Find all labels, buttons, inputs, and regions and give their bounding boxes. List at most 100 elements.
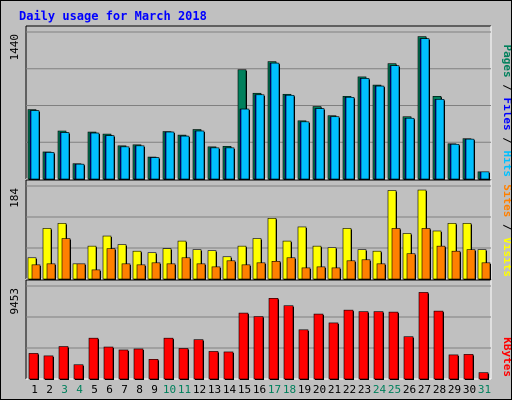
bar-kbytes xyxy=(403,336,414,380)
x-tick-label: 29 xyxy=(448,383,461,396)
legend-kbytes: KBytes xyxy=(501,337,511,377)
legend-files: Files xyxy=(501,98,511,131)
bar-sites xyxy=(61,238,71,280)
bar-kbytes xyxy=(418,292,429,380)
x-tick-label: 11 xyxy=(178,383,191,396)
bar-hits xyxy=(45,152,55,180)
bar-kbytes xyxy=(223,351,234,380)
bar-kbytes xyxy=(343,309,354,380)
bar-sites xyxy=(421,228,431,280)
bar-kbytes xyxy=(433,310,444,380)
bar-hits xyxy=(420,38,430,180)
bar-hits xyxy=(195,130,205,180)
x-tick-label: 6 xyxy=(106,383,113,396)
bar-kbytes xyxy=(103,346,114,380)
bar-hits xyxy=(165,131,175,180)
x-tick-label: 16 xyxy=(253,383,266,396)
bar-kbytes xyxy=(463,354,474,380)
bar-hits xyxy=(465,138,475,180)
bar-sites xyxy=(31,264,41,280)
x-tick-label: 31 xyxy=(478,383,491,396)
bar-hits xyxy=(270,62,280,180)
x-tick-label: 9 xyxy=(151,383,158,396)
x-tick-label: 4 xyxy=(76,383,83,396)
bar-kbytes xyxy=(193,339,204,380)
bar-sites xyxy=(316,266,326,280)
x-tick-label: 5 xyxy=(91,383,98,396)
x-tick-label: 17 xyxy=(268,383,281,396)
bar-sites xyxy=(151,262,161,280)
bar-sites xyxy=(136,264,146,280)
x-tick-label: 24 xyxy=(373,383,387,396)
x-tick-label: 22 xyxy=(343,383,356,396)
x-tick-label: 7 xyxy=(121,383,128,396)
bar-kbytes xyxy=(73,364,84,380)
bar-sites xyxy=(331,267,341,280)
bar-kbytes xyxy=(298,329,309,380)
bar-kbytes xyxy=(238,312,249,380)
bar-sites xyxy=(406,253,416,280)
bar-hits xyxy=(330,116,340,180)
bar-sites xyxy=(451,250,461,280)
bar-sites xyxy=(106,248,116,280)
legend-separator: / xyxy=(501,217,511,237)
bar-hits xyxy=(405,117,415,180)
bar-sites xyxy=(121,263,131,280)
bar-sites xyxy=(481,262,491,280)
bar-hits xyxy=(120,146,130,180)
bar-kbytes xyxy=(28,353,39,380)
y-max-label: 1440 xyxy=(8,34,21,61)
bar-kbytes xyxy=(133,348,144,380)
bar-kbytes xyxy=(163,337,174,380)
bar-hits xyxy=(435,99,445,180)
bar-hits xyxy=(480,171,490,180)
bar-sites xyxy=(76,263,86,280)
bar-kbytes xyxy=(358,311,369,380)
legend-pages: Pages xyxy=(501,45,511,78)
x-tick-label: 10 xyxy=(163,383,176,396)
legend: Pages / Files / Hits xyxy=(501,45,511,178)
bar-hits xyxy=(225,147,235,180)
bar-sites xyxy=(241,264,251,280)
bar-hits xyxy=(255,94,265,180)
bar-kbytes xyxy=(388,311,399,380)
bar-hits xyxy=(60,132,70,180)
bar-kbytes xyxy=(88,337,99,380)
bar-kbytes xyxy=(208,351,219,380)
x-tick-label: 21 xyxy=(328,383,341,396)
x-tick-label: 28 xyxy=(433,383,446,396)
bar-sites xyxy=(46,263,56,280)
bar-hits xyxy=(240,108,250,180)
bar-sites xyxy=(91,269,101,280)
bar-hits xyxy=(450,143,460,180)
bar-sites xyxy=(211,266,221,280)
bar-kbytes xyxy=(58,346,69,380)
bar-sites xyxy=(226,260,236,280)
bar-hits xyxy=(180,135,190,180)
x-tick-label: 14 xyxy=(223,383,237,396)
bar-hits xyxy=(390,65,400,180)
bar-kbytes xyxy=(478,372,489,380)
bar-sites xyxy=(391,228,401,280)
legend-separator: / xyxy=(501,131,511,151)
bar-hits xyxy=(345,97,355,180)
bar-sites xyxy=(376,263,386,280)
bar-hits xyxy=(30,110,40,180)
legend: Sites / Visits xyxy=(501,184,511,277)
bar-kbytes xyxy=(118,349,129,380)
bar-kbytes xyxy=(313,313,324,380)
bar-sites xyxy=(436,245,446,280)
x-tick-label: 18 xyxy=(283,383,296,396)
x-tick-label: 27 xyxy=(418,383,431,396)
bar-kbytes xyxy=(283,305,294,380)
bar-sites xyxy=(361,259,371,280)
chart-title: Daily usage for March 2018 xyxy=(19,9,207,23)
bar-kbytes xyxy=(448,354,459,380)
bar-kbytes xyxy=(253,316,264,380)
bar-hits xyxy=(135,145,145,180)
bar-kbytes xyxy=(328,322,339,380)
bar-sites xyxy=(346,260,356,280)
x-tick-label: 19 xyxy=(298,383,311,396)
bar-sites xyxy=(256,262,266,280)
